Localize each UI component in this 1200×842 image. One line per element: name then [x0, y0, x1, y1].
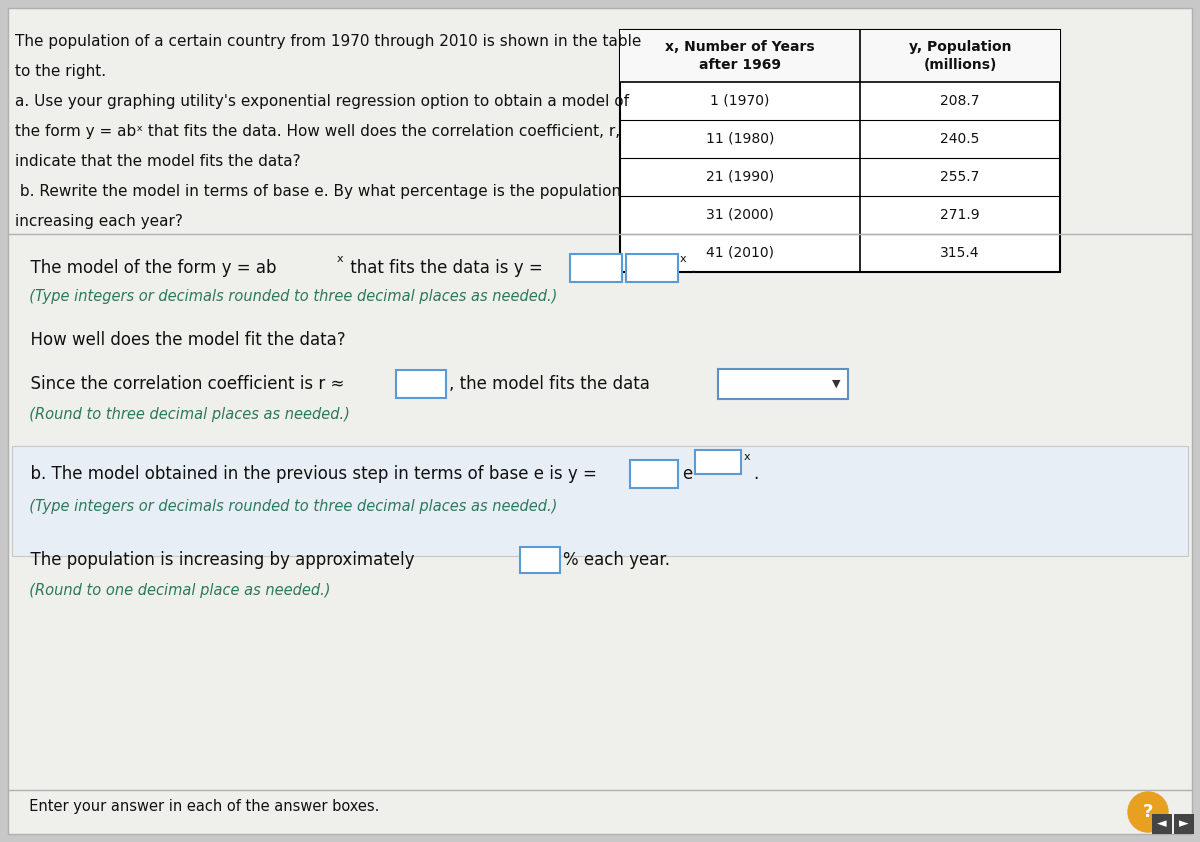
Text: e: e	[682, 465, 692, 483]
Text: x, Number of Years: x, Number of Years	[665, 40, 815, 54]
Text: % each year.: % each year.	[563, 551, 670, 569]
Text: 240.5: 240.5	[941, 132, 979, 146]
Text: ?: ?	[1142, 803, 1153, 821]
FancyBboxPatch shape	[520, 547, 560, 573]
Circle shape	[1128, 792, 1168, 832]
Text: (millions): (millions)	[923, 58, 997, 72]
Text: How well does the model fit the data?: How well does the model fit the data?	[20, 331, 346, 349]
Text: The model of the form y = ab: The model of the form y = ab	[20, 259, 276, 277]
FancyBboxPatch shape	[570, 254, 622, 282]
Text: 271.9: 271.9	[940, 208, 980, 222]
Text: ◄: ◄	[1157, 818, 1166, 830]
FancyBboxPatch shape	[620, 30, 1060, 272]
Text: that fits the data is y =: that fits the data is y =	[346, 259, 548, 277]
Text: , the model fits the data: , the model fits the data	[449, 375, 650, 393]
Text: 315.4: 315.4	[941, 246, 979, 260]
Text: a. Use your graphing utility's exponential regression option to obtain a model o: a. Use your graphing utility's exponenti…	[14, 94, 629, 109]
Text: x: x	[744, 452, 751, 462]
FancyBboxPatch shape	[626, 254, 678, 282]
Text: (Round to one decimal place as needed.): (Round to one decimal place as needed.)	[20, 583, 330, 598]
Text: 31 (2000): 31 (2000)	[706, 208, 774, 222]
FancyBboxPatch shape	[630, 460, 678, 488]
Text: x: x	[337, 254, 343, 264]
Text: to the right.: to the right.	[14, 64, 106, 79]
Text: 1 (1970): 1 (1970)	[710, 94, 769, 108]
Text: y, Population: y, Population	[908, 40, 1012, 54]
Text: The population of a certain country from 1970 through 2010 is shown in the table: The population of a certain country from…	[14, 34, 641, 49]
FancyBboxPatch shape	[620, 30, 1060, 82]
Text: 41 (2010): 41 (2010)	[706, 246, 774, 260]
FancyBboxPatch shape	[1152, 814, 1172, 834]
Text: Since the correlation coefficient is r ≈: Since the correlation coefficient is r ≈	[20, 375, 344, 393]
FancyBboxPatch shape	[1174, 814, 1194, 834]
FancyBboxPatch shape	[12, 446, 1188, 556]
Text: Enter your answer in each of the answer boxes.: Enter your answer in each of the answer …	[20, 800, 379, 814]
Text: increasing each year?: increasing each year?	[14, 214, 182, 229]
FancyBboxPatch shape	[695, 450, 742, 474]
Text: 255.7: 255.7	[941, 170, 979, 184]
FancyBboxPatch shape	[8, 8, 1192, 834]
FancyBboxPatch shape	[396, 370, 446, 398]
Text: (Round to three decimal places as needed.): (Round to three decimal places as needed…	[20, 407, 350, 422]
Text: .: .	[754, 465, 758, 483]
Text: b. The model obtained in the previous step in terms of base e is y =: b. The model obtained in the previous st…	[20, 465, 602, 483]
Text: (Type integers or decimals rounded to three decimal places as needed.): (Type integers or decimals rounded to th…	[20, 289, 557, 303]
Text: ►: ►	[1180, 818, 1189, 830]
FancyBboxPatch shape	[718, 369, 848, 399]
Text: .: .	[690, 259, 695, 277]
Text: (Type integers or decimals rounded to three decimal places as needed.): (Type integers or decimals rounded to th…	[20, 498, 557, 514]
Text: the form y = abˣ that fits the data. How well does the correlation coefficient, : the form y = abˣ that fits the data. How…	[14, 124, 620, 139]
Text: 208.7: 208.7	[941, 94, 979, 108]
Text: after 1969: after 1969	[698, 58, 781, 72]
Text: x: x	[680, 254, 686, 264]
Text: b. Rewrite the model in terms of base e. By what percentage is the population: b. Rewrite the model in terms of base e.…	[14, 184, 622, 199]
Text: The population is increasing by approximately: The population is increasing by approxim…	[20, 551, 414, 569]
Text: indicate that the model fits the data?: indicate that the model fits the data?	[14, 154, 301, 169]
Text: 11 (1980): 11 (1980)	[706, 132, 774, 146]
Text: ▼: ▼	[832, 379, 840, 389]
Text: 21 (1990): 21 (1990)	[706, 170, 774, 184]
